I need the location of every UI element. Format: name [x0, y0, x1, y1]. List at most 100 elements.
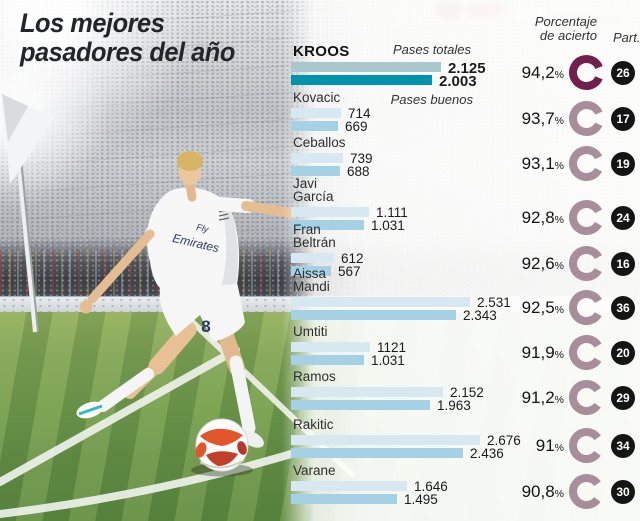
total-passes-bar [291, 481, 407, 491]
good-passes-value: 1.031 [371, 353, 405, 368]
player-row: Kovacic 714 669 93,7% 17 [283, 91, 640, 136]
legend-good-passes: Pases buenos [390, 92, 473, 107]
total-passes-value: 2.152 [450, 385, 484, 400]
participation-badge: 29 [611, 386, 635, 410]
accuracy-value: 94,2% [521, 63, 564, 82]
player-name: Kovacic [293, 90, 341, 105]
good-passes-bar [291, 494, 397, 504]
total-passes-value: 612 [341, 251, 364, 266]
total-passes-bar [291, 108, 341, 118]
good-passes-bar [291, 220, 364, 230]
total-passes-value: 739 [350, 151, 373, 166]
accuracy-value: 90,8% [521, 482, 564, 501]
player-figure: 8 Fly Emirates [76, 151, 296, 448]
total-passes-bar [291, 62, 441, 72]
participation-badge: 16 [611, 252, 635, 276]
column-header-participation: Part. [613, 30, 640, 45]
player-name: Ramos [293, 369, 336, 384]
total-passes-bar [291, 297, 470, 307]
player-name: Varane [293, 463, 336, 478]
total-passes-bar [291, 387, 443, 397]
accuracy-donut [569, 474, 604, 509]
player-row: Javi García 1.111 1.031 92,8% 24 [283, 177, 640, 235]
shirt-number: 8 [201, 317, 210, 336]
participation-badge: 30 [611, 480, 635, 504]
player-name: Umtiti [293, 324, 328, 339]
good-passes-bar [291, 400, 430, 410]
good-passes-bar [291, 266, 331, 276]
good-passes-bar [291, 448, 463, 458]
accuracy-donut [569, 380, 604, 415]
accuracy-donut [569, 246, 604, 281]
good-passes-bar [291, 166, 340, 176]
good-passes-value: 2.436 [470, 446, 504, 461]
player-name: KROOS [293, 43, 350, 60]
player-name: Rakitic [293, 417, 334, 432]
jersey-sponsor-line1: Fly [195, 222, 209, 235]
total-passes-bar [291, 342, 370, 352]
total-passes-bar [291, 207, 369, 217]
good-passes-bar [291, 355, 364, 365]
accuracy-donut [569, 200, 604, 235]
title-line1: Los mejores [20, 8, 165, 38]
accuracy-value: 92,6% [521, 254, 564, 273]
title-line2: pasadores del año [20, 37, 235, 67]
accuracy-value: 91,9% [521, 343, 564, 362]
player-row: Varane 1.646 1.495 90,8% 30 [283, 464, 640, 509]
participation-badge: 17 [611, 107, 635, 131]
participation-badge: 26 [611, 61, 635, 85]
total-passes-bar [291, 153, 343, 163]
passers-chart: Pases totales Pases buenos Porcentaje de… [283, 0, 640, 521]
good-passes-value: 1.495 [404, 492, 438, 507]
total-passes-value: 2.125 [448, 60, 486, 77]
player-name: Javi García [293, 176, 334, 204]
total-passes-value: 2.531 [477, 295, 511, 310]
accuracy-donut [569, 290, 604, 325]
accuracy-value: 92,8% [521, 208, 564, 227]
accuracy-value: 93,1% [521, 154, 564, 173]
total-passes-value: 2.676 [487, 433, 521, 448]
good-passes-value: 1.031 [371, 218, 405, 233]
total-passes-value: 714 [348, 106, 371, 121]
good-passes-value: 688 [347, 164, 370, 179]
good-passes-value: 567 [338, 264, 361, 279]
legend-total-passes: Pases totales [392, 42, 471, 57]
accuracy-donut [569, 55, 604, 90]
player-row: Umtiti 1121 1.031 91,9% 20 [283, 325, 640, 370]
total-passes-bar [291, 253, 334, 263]
accuracy-donut [569, 101, 604, 136]
total-passes-bar [291, 435, 480, 445]
accuracy-donut [569, 146, 604, 181]
good-passes-bar [291, 310, 456, 320]
player-name: Aissa Mandi [293, 266, 330, 294]
accuracy-value: 92,5% [521, 298, 564, 317]
football [195, 418, 249, 472]
accuracy-donut [569, 428, 604, 463]
player-name: Ceballos [293, 135, 346, 150]
player-row: Ramos 2.152 1.963 91,2% 29 [283, 370, 640, 415]
participation-badge: 36 [611, 296, 635, 320]
player-row: KROOS 2.125 2.003 94,2% 26 [283, 44, 640, 90]
good-passes-value: 2.003 [439, 73, 477, 90]
participation-badge: 19 [611, 152, 635, 176]
good-passes-value: 2.343 [463, 308, 497, 323]
player-row: Aissa Mandi 2.531 2.343 92,5% 36 [283, 267, 640, 325]
corner-flag [2, 94, 54, 333]
good-passes-bar [291, 75, 432, 85]
player-name: Fran Beltrán [293, 222, 336, 250]
page-title: Los mejores pasadores del año [20, 9, 235, 67]
total-passes-value: 1121 [377, 340, 407, 355]
good-passes-value: 669 [345, 119, 368, 134]
player-row: Ceballos 739 688 93,1% 19 [283, 136, 640, 181]
good-passes-bar [291, 121, 338, 131]
total-passes-value: 1.111 [376, 205, 408, 220]
player-row: Rakitic 2.676 2.436 91% 34 [283, 418, 640, 463]
participation-badge: 34 [611, 434, 635, 458]
participation-badge: 24 [611, 206, 635, 230]
participation-badge: 20 [611, 341, 635, 365]
column-header-accuracy: Porcentaje de acierto [534, 14, 597, 43]
total-passes-value: 1.646 [414, 479, 448, 494]
good-passes-value: 1.963 [437, 398, 471, 413]
